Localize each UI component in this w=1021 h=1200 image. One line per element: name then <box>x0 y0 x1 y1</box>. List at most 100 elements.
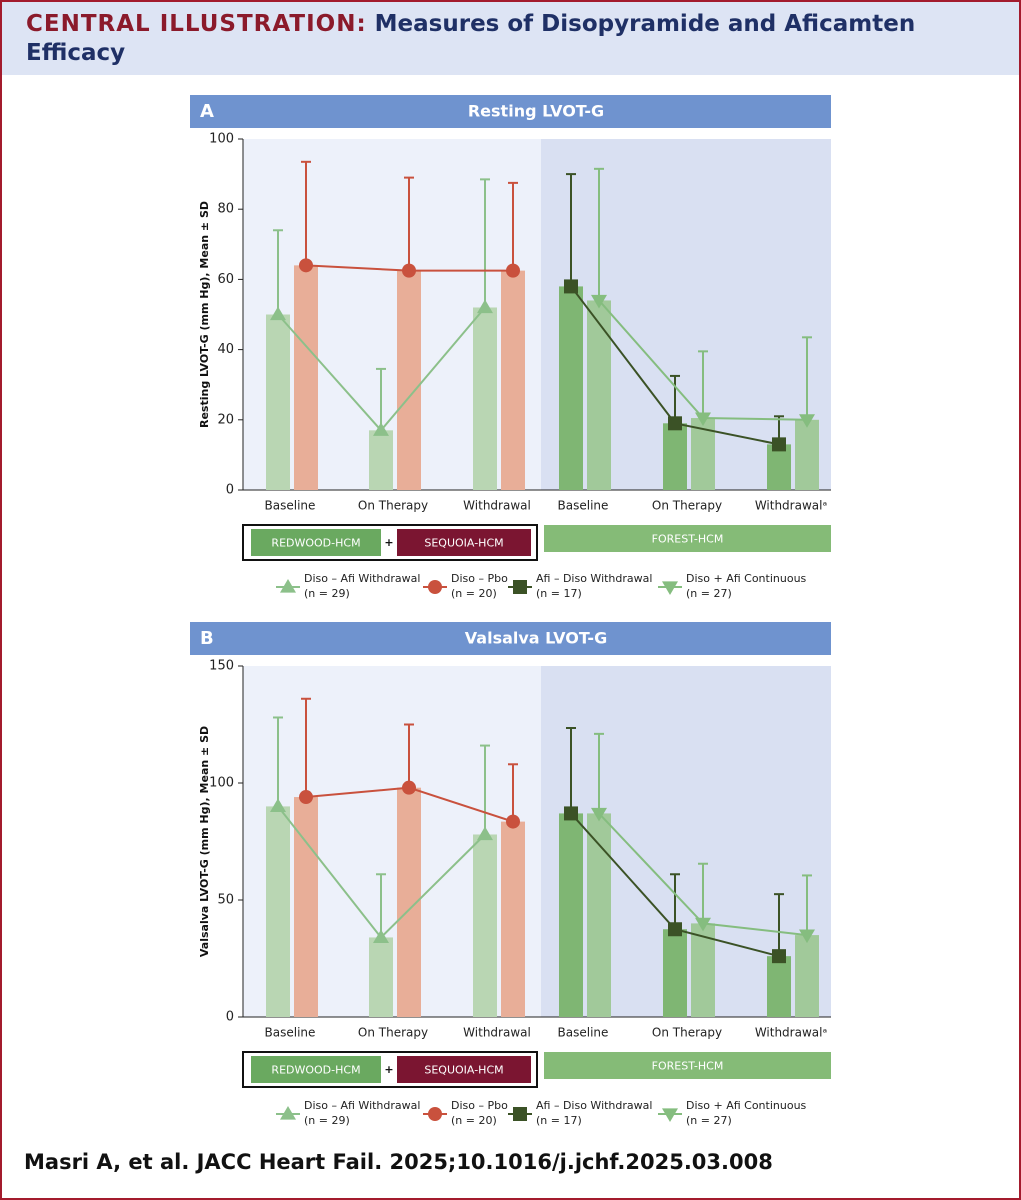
error-bar <box>566 727 576 814</box>
panel-banner <box>190 95 831 128</box>
x-tick-label: Baseline <box>265 1026 316 1040</box>
legend-marker <box>428 1107 442 1121</box>
bar <box>294 265 318 490</box>
legend-n: (n = 29) <box>304 587 350 600</box>
y-tick-label: 50 <box>217 893 234 908</box>
marker <box>477 826 493 841</box>
error-bar <box>594 732 604 814</box>
error-bar <box>802 874 812 936</box>
title-block: CENTRAL ILLUSTRATION: Measures of Disopyr… <box>26 10 956 68</box>
bar <box>294 797 318 1017</box>
error-bar <box>802 336 812 420</box>
marker <box>373 929 389 944</box>
study-box <box>251 1056 381 1083</box>
marker <box>695 412 711 427</box>
bar <box>501 821 525 1017</box>
x-tick-label: Baseline <box>265 499 316 513</box>
legend-marker <box>428 580 442 594</box>
legend-label: Diso – Afi Withdrawal <box>304 1099 420 1112</box>
study-joiner: + <box>384 1063 393 1076</box>
marker <box>668 416 682 431</box>
study-label: REDWOOD-HCM <box>271 1064 360 1077</box>
bar <box>369 937 393 1017</box>
legend-n: (n = 17) <box>536 1114 582 1127</box>
study-box <box>544 1052 831 1079</box>
legend-marker <box>513 580 527 594</box>
marker <box>668 922 682 937</box>
error-bar <box>670 374 680 424</box>
error-bar <box>670 873 680 930</box>
panel-label: B <box>200 628 214 649</box>
bar <box>473 307 497 490</box>
error-bar <box>273 229 283 315</box>
legend-label: Diso – Pbo <box>451 1099 508 1112</box>
panel-banner <box>190 622 831 655</box>
study-box <box>251 529 381 556</box>
bar <box>795 935 819 1017</box>
header-title: Measures of Disopyramide and Aficamten E… <box>26 11 916 66</box>
marker <box>564 279 578 294</box>
marker <box>506 263 520 278</box>
error-bar <box>508 763 518 822</box>
x-tick-label: Withdrawalᵃ <box>755 1026 827 1040</box>
error-bar <box>480 744 490 835</box>
bar <box>587 300 611 490</box>
study-group-box <box>242 1051 538 1088</box>
study-label: FOREST-HCM <box>652 1060 724 1073</box>
legend-label: Afi – Diso Withdrawal <box>536 572 652 585</box>
marker <box>772 949 786 964</box>
legend-label: Diso – Afi Withdrawal <box>304 572 420 585</box>
marker <box>477 299 493 314</box>
panel-label: A <box>200 101 214 122</box>
error-bar <box>376 367 386 431</box>
marker <box>270 798 286 812</box>
x-tick-label: Withdrawal <box>463 499 531 513</box>
marker <box>591 807 607 822</box>
x-tick-label: Withdrawalᵃ <box>755 499 827 513</box>
legend-label: Diso + Afi Continuous <box>686 1099 807 1112</box>
study-joiner: + <box>384 536 393 549</box>
marker <box>799 414 815 428</box>
error-bar <box>404 723 414 788</box>
error-bar <box>698 862 708 924</box>
study-box <box>544 525 831 552</box>
panel-title: Valsalva LVOT-G <box>465 629 607 648</box>
error-bar <box>301 160 311 266</box>
marker <box>299 258 313 273</box>
x-tick-label: Baseline <box>558 1026 609 1040</box>
study-box <box>397 529 531 556</box>
study-label: FOREST-HCM <box>652 533 724 546</box>
legend-label: Diso – Pbo <box>451 572 508 585</box>
y-tick-label: 150 <box>209 659 234 674</box>
marker <box>591 294 607 309</box>
y-axis-label: Resting LVOT-G (mm Hg), Mean ± SD <box>198 201 211 428</box>
y-tick-label: 80 <box>217 202 234 217</box>
legend-marker <box>662 1108 678 1122</box>
marker <box>506 814 520 829</box>
study-label: SEQUOIA-HCM <box>424 1064 503 1077</box>
legend-marker <box>280 579 296 593</box>
bar <box>501 270 525 490</box>
y-tick-label: 0 <box>226 1010 234 1025</box>
x-tick-label: On Therapy <box>652 1026 722 1040</box>
x-tick-label: Withdrawal <box>463 1026 531 1040</box>
x-tick-label: On Therapy <box>358 1026 428 1040</box>
legend-n: (n = 27) <box>686 587 732 600</box>
error-bar <box>480 178 490 308</box>
marker <box>772 437 786 452</box>
legend-marker <box>662 581 678 595</box>
marker <box>402 263 416 278</box>
bar <box>473 834 497 1017</box>
legend-label: Diso + Afi Continuous <box>686 572 807 585</box>
x-tick-label: On Therapy <box>652 499 722 513</box>
bar <box>663 423 687 490</box>
marker <box>799 929 815 944</box>
bar <box>369 430 393 490</box>
y-tick-label: 0 <box>226 483 234 498</box>
legend-n: (n = 27) <box>686 1114 732 1127</box>
bar <box>767 956 791 1017</box>
y-tick-label: 100 <box>209 132 234 147</box>
bar <box>795 419 819 490</box>
y-tick-label: 20 <box>217 412 234 427</box>
bar <box>767 444 791 490</box>
